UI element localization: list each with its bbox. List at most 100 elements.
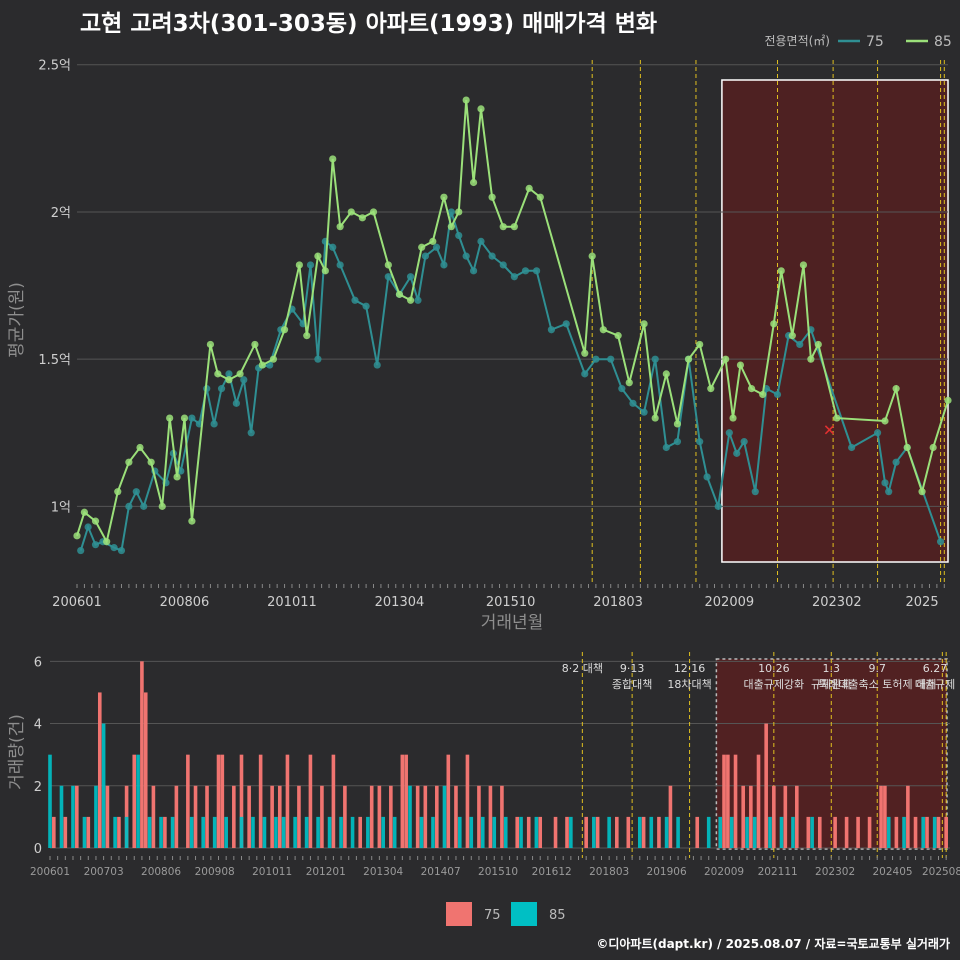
x-tick-label: 201304	[363, 866, 403, 878]
data-point-75	[140, 502, 148, 510]
bar-85	[676, 816, 680, 848]
data-point-85	[770, 320, 778, 328]
bar-75	[216, 754, 221, 848]
bar-75	[615, 816, 619, 848]
bar-75	[320, 785, 324, 848]
bar-75	[783, 785, 788, 848]
data-point-85	[892, 385, 900, 393]
data-point-75	[84, 523, 92, 531]
x-tick-label: 200908	[195, 866, 235, 878]
legend-label-85: 85	[934, 34, 952, 50]
bar-75	[270, 785, 274, 848]
bar-75	[86, 816, 91, 848]
bar-75	[741, 785, 745, 848]
bar-75	[232, 785, 236, 848]
policy-label: 특례대출축소 토허제 해제	[818, 677, 936, 691]
data-point-75	[384, 273, 392, 281]
x-tick-label: 200806	[160, 595, 210, 610]
data-point-75	[447, 208, 455, 216]
data-point-75	[618, 385, 626, 393]
data-point-75	[581, 370, 589, 378]
bar-75	[258, 754, 263, 848]
data-point-75	[77, 546, 85, 555]
data-point-85	[684, 355, 693, 363]
bar-85	[745, 816, 749, 848]
policy-label: 18차대책	[667, 678, 711, 691]
bar-85	[457, 816, 462, 848]
data-point-75	[266, 361, 274, 369]
data-point-75	[469, 267, 478, 275]
data-point-85	[640, 320, 648, 328]
data-point-75	[240, 376, 248, 384]
price-chart: 1억 1.5억 2억 2.5억 200601 200806 201011 201304 2015…	[7, 34, 952, 633]
data-point-85	[158, 502, 166, 510]
data-point-85	[673, 420, 682, 428]
bar-75	[404, 754, 408, 848]
y-tick-label: 1.5억	[38, 353, 71, 368]
bar-75	[163, 816, 167, 848]
policy-label: 12·16	[674, 662, 706, 675]
bar-85	[94, 785, 98, 848]
bar-75	[833, 816, 837, 848]
data-point-85	[114, 488, 122, 496]
bar-85	[124, 816, 129, 848]
bar-75	[844, 816, 849, 848]
x-tick-label: 201407	[421, 866, 461, 878]
data-point-85	[499, 223, 507, 231]
bar-85	[212, 816, 217, 848]
data-point-85	[303, 332, 311, 340]
data-point-75	[881, 479, 889, 487]
x-tick-label: 200703	[84, 866, 124, 878]
bar-85	[274, 816, 278, 848]
data-point-75	[662, 443, 670, 452]
data-point-85	[807, 355, 815, 363]
bar-85	[281, 816, 286, 848]
data-point-75	[562, 320, 570, 328]
data-point-85	[358, 214, 366, 222]
bar-75	[193, 785, 198, 848]
bar-75	[369, 785, 374, 848]
data-point-75	[740, 438, 748, 446]
bar-85	[664, 816, 669, 848]
data-point-75	[247, 429, 255, 437]
bar-75	[389, 785, 393, 848]
data-point-85	[269, 355, 278, 363]
bar-75	[297, 785, 301, 848]
data-point-75	[232, 399, 240, 407]
bar-75	[105, 785, 110, 848]
data-point-75	[488, 252, 496, 260]
data-point-75	[714, 502, 722, 510]
x-tick-label: 202405	[873, 866, 913, 878]
policy-label: 6.27	[923, 662, 948, 675]
bar-75	[220, 754, 225, 848]
y-axis-title: 거래량(건)	[7, 714, 27, 790]
bar-75	[63, 816, 68, 848]
data-point-85	[599, 326, 607, 334]
data-point-75	[117, 546, 126, 555]
data-point-75	[873, 429, 882, 437]
data-point-75	[892, 458, 900, 466]
x-tick-label: 202302	[815, 866, 855, 878]
x-tick-label: 201803	[589, 866, 629, 878]
data-point-85	[477, 105, 485, 113]
bar-75	[117, 816, 121, 848]
data-point-85	[788, 332, 796, 340]
data-point-75	[510, 273, 518, 281]
legend-label-75: 75	[484, 908, 501, 923]
bar-75	[641, 816, 646, 848]
data-point-75	[329, 243, 337, 251]
bar-75	[75, 785, 79, 848]
bar-85	[159, 816, 163, 848]
bar-85	[189, 816, 194, 848]
bar-85	[392, 816, 397, 848]
data-point-85	[336, 223, 344, 231]
legend-label-85: 85	[549, 908, 566, 923]
bar-75	[749, 785, 753, 848]
bar-75	[377, 785, 382, 848]
bar-85	[101, 723, 106, 848]
bar-85	[752, 816, 757, 848]
data-point-75	[751, 488, 759, 496]
bar-75	[806, 816, 811, 848]
data-point-75	[314, 355, 322, 363]
